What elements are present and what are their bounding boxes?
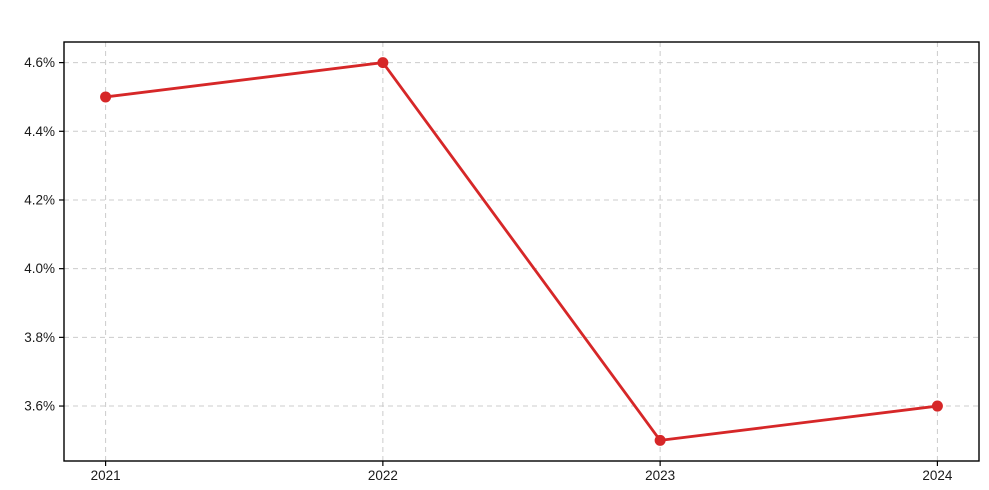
plot-border xyxy=(63,41,980,462)
data-point-marker xyxy=(377,57,389,69)
data-point-marker xyxy=(100,91,112,103)
trend-line xyxy=(104,61,939,442)
y-tick-label: 3.8% xyxy=(24,330,55,345)
y-tick-label: 3.6% xyxy=(24,399,55,414)
data-point-marker xyxy=(931,400,943,412)
data-point-marker xyxy=(654,434,666,446)
y-tick-label: 4.2% xyxy=(24,192,55,207)
y-tick-label: 4.0% xyxy=(24,261,55,276)
x-tick-label: 2023 xyxy=(645,468,675,483)
y-tick-label: 4.6% xyxy=(24,55,55,70)
x-tick-label: 2022 xyxy=(368,468,398,483)
y-tick-label: 4.4% xyxy=(24,124,55,139)
x-tick-label: 2024 xyxy=(922,468,953,483)
x-tick-label: 2021 xyxy=(91,468,121,483)
